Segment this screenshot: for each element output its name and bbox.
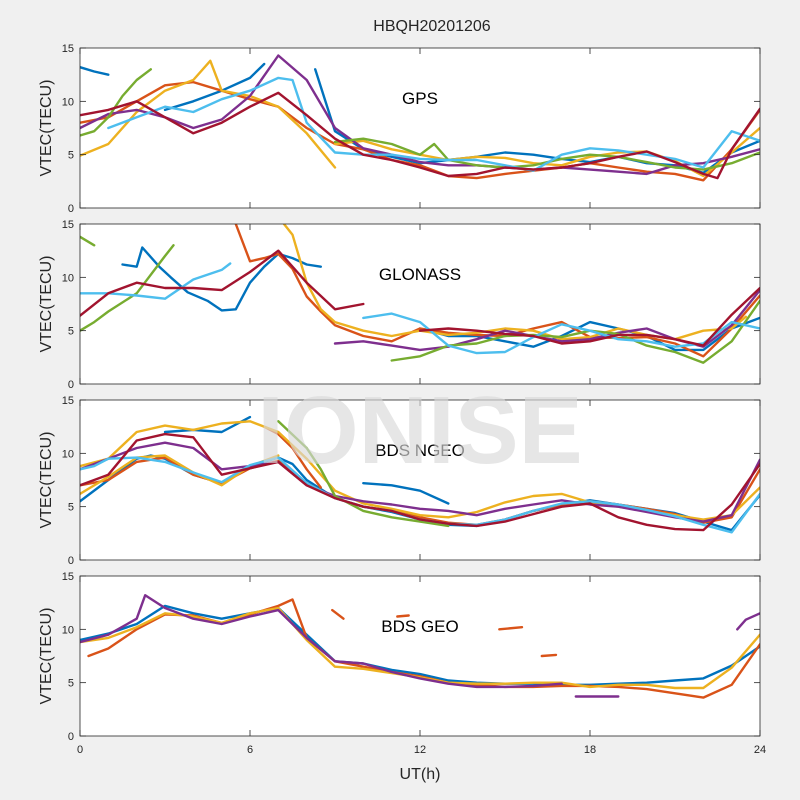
series-line (80, 59, 337, 169)
y-tick-label: 5 (68, 150, 74, 162)
y-tick-label: 0 (68, 203, 74, 215)
series-line (80, 432, 760, 532)
bds-geo-panel: 0 6 12 18 24 0 5 10 15 BDS GEO VTEC(TECU) (38, 571, 766, 756)
glonass-panel: 0 5 10 15 GLONASS VTEC(TECU) (38, 219, 761, 391)
y-tick-label: 5 (68, 678, 74, 690)
y-tick-label: 0 (68, 731, 74, 743)
y-tick-label: 5 (68, 326, 74, 338)
series-line (80, 594, 563, 689)
y-tick-label: 0 (68, 379, 74, 391)
series-line (80, 244, 175, 332)
series-line (80, 249, 365, 317)
series-line (121, 246, 322, 312)
y-tick-label: 15 (62, 43, 74, 55)
y-tick-label: 10 (62, 448, 74, 460)
series-line (390, 299, 760, 364)
constellation-label: GPS (402, 89, 438, 108)
x-tick-label: 18 (584, 744, 596, 756)
series-line (80, 235, 96, 247)
y-tick-label: 10 (62, 624, 74, 636)
series-line (80, 91, 760, 180)
y-axis-label: VTEC(TECU) (38, 608, 55, 705)
series-line (80, 441, 760, 523)
series-line (498, 626, 524, 631)
series-line (396, 614, 410, 618)
y-axis-label: VTEC(TECU) (38, 256, 55, 353)
series-line (362, 482, 450, 505)
series-line (331, 608, 345, 620)
y-tick-label: 15 (62, 571, 74, 583)
series-line (80, 65, 110, 76)
y-tick-label: 0 (68, 555, 74, 567)
y-tick-label: 10 (62, 272, 74, 284)
constellation-label: BDS NGEO (375, 441, 465, 460)
x-tick-label: 12 (414, 744, 426, 756)
series-line (80, 604, 760, 686)
plot-area (80, 576, 760, 736)
y-axis-label: VTEC(TECU) (38, 432, 55, 529)
series-line (234, 224, 760, 358)
y-tick-label: 15 (62, 395, 74, 407)
series-group (80, 415, 760, 534)
x-tick-label: 6 (247, 744, 253, 756)
series-line (263, 425, 322, 489)
x-tick-label: 0 (77, 744, 83, 756)
plot-area (80, 400, 760, 560)
y-tick-label: 15 (62, 219, 74, 231)
series-line (418, 286, 760, 347)
x-tick-label: 24 (754, 744, 766, 756)
y-tick-label: 5 (68, 502, 74, 514)
y-axis-label: VTEC(TECU) (38, 80, 55, 177)
bds-ngeo-panel: 0 5 10 15 BDS NGEO VTEC(TECU) (38, 395, 761, 567)
constellation-label: BDS GEO (381, 617, 458, 636)
watermark: IONISE (257, 377, 582, 484)
series-line (80, 80, 760, 182)
series-group (80, 54, 760, 182)
series-line (163, 415, 252, 434)
constellation-label: GLONASS (379, 265, 461, 284)
series-line (333, 137, 760, 171)
y-tick-label: 10 (62, 96, 74, 108)
plot-area (80, 224, 760, 384)
series-line (736, 612, 760, 631)
x-axis-label: UT(h) (400, 766, 441, 783)
series-line (540, 653, 558, 658)
figure-title: HBQH20201206 (373, 18, 491, 35)
gps-panel: 0 5 10 15 GPS VTEC(TECU) (38, 43, 761, 215)
series-line (107, 76, 760, 172)
series-group (80, 594, 760, 699)
chart-panels: 0 5 10 15 GPS VTEC(TECU) 0 5 10 15 GLONASS VTEC(TEC… (38, 43, 766, 756)
series-line (80, 54, 760, 176)
series-group (80, 224, 760, 364)
